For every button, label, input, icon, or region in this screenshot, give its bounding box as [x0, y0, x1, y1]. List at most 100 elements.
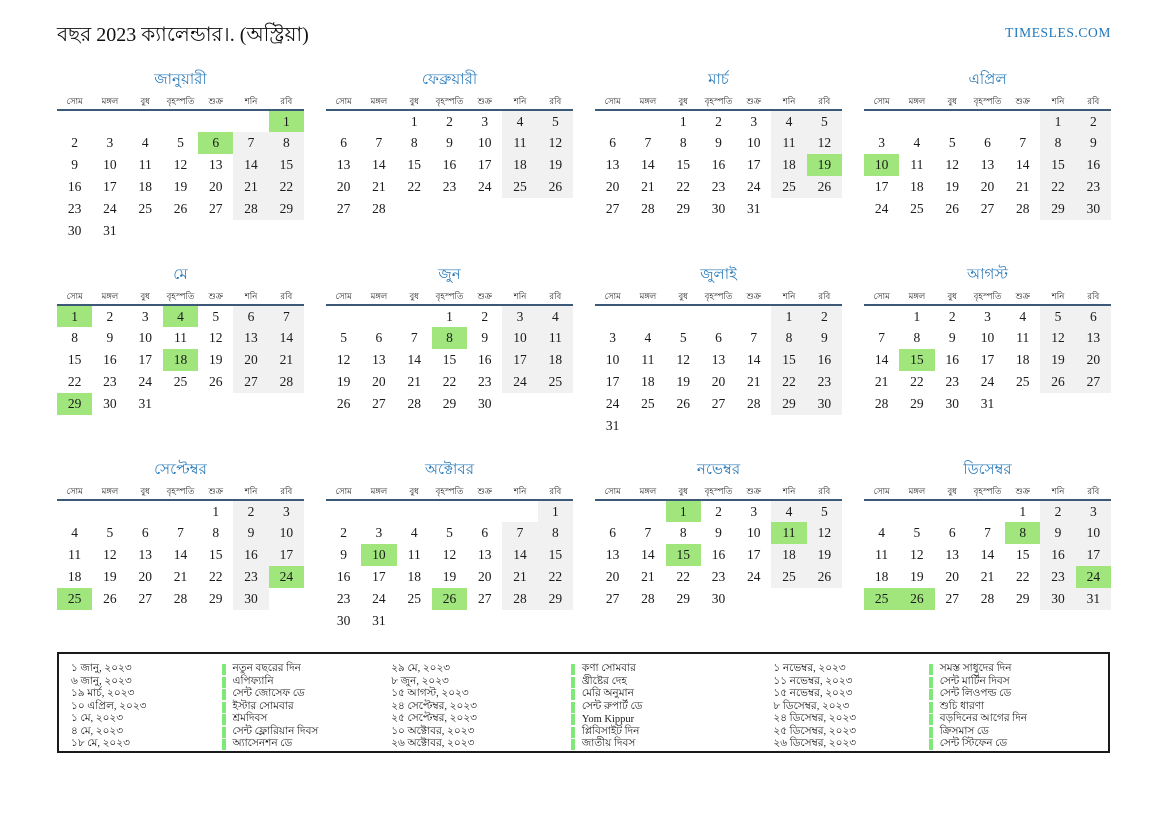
holiday-day-cell: 11 — [771, 522, 807, 544]
empty-day-cell — [92, 110, 127, 132]
legend-item: ১ মে, ২০২৩ শ্রমদিবস — [71, 711, 391, 725]
weekday-header: বৃহস্পতি — [431, 484, 468, 501]
day-cell: 30 — [336, 613, 351, 628]
weekend-day-cell: 29 — [268, 198, 304, 220]
holiday-day-cell: 10 — [864, 154, 900, 176]
legend-item: ১৫ আগস্ট, ২০২৩ মেরি অনুমান — [391, 686, 773, 700]
day-cell: 30 — [945, 396, 959, 411]
weekend-day-cell: 2 — [806, 305, 842, 327]
day-cell: 18 — [67, 569, 82, 584]
day-cell: 20 — [138, 569, 152, 584]
holiday-day-cell: 24 — [1075, 566, 1111, 588]
day-cell: 6 — [715, 330, 722, 345]
legend-date: ১৫ নভেম্বর, ২০২৩ — [773, 688, 853, 699]
weekday-header: বুধ — [127, 289, 163, 306]
legend-item: ২৪ সেপ্টেম্বর, ২০২৩ সেন্ট রুপার্ট ডে — [391, 699, 773, 713]
day-cell: 29 — [676, 591, 690, 606]
legend-holiday-name: কণা সোমবার — [570, 661, 774, 678]
legend-holiday-name: সেন্ট জোসেফ ডে — [221, 686, 392, 703]
weekend-day-cell: 3 — [502, 305, 538, 327]
empty-day-cell — [807, 415, 842, 437]
day-cell: 8 — [71, 330, 79, 345]
legend-date: ৮ জুন, ২০২৩ — [391, 675, 449, 687]
holiday-day-cell: 15 — [899, 349, 935, 371]
day-cell: 21 — [372, 179, 386, 194]
holiday-day-cell: 1 — [665, 500, 701, 522]
empty-day-cell — [432, 500, 467, 522]
weekday-header: বৃহস্পতি — [162, 289, 199, 306]
day-cell: 1 — [679, 113, 687, 129]
legend-item: ১ নভেম্বর, ২০২৩ সমস্ত সাধুদের দিন — [773, 661, 1104, 675]
day-cell: 7 — [878, 330, 886, 345]
day-cell: 19 — [336, 374, 351, 389]
day-cell: 11 — [641, 352, 655, 367]
empty-day-cell — [397, 610, 432, 632]
day-cell: 22 — [910, 374, 924, 389]
day-cell: 5 — [948, 135, 956, 150]
day-cell: 7 — [410, 330, 418, 345]
day-cell: 20 — [980, 179, 995, 194]
empty-day-cell — [92, 500, 127, 522]
weekday-header: শুক্র — [198, 484, 234, 501]
month-title: জুন — [438, 267, 461, 283]
day-cell: 16 — [103, 352, 117, 367]
empty-day-cell — [864, 110, 899, 132]
empty-day-cell — [326, 110, 361, 132]
weekday-header: মঙ্গল — [630, 289, 666, 306]
weekday-header: বুধ — [396, 484, 432, 501]
empty-day-cell — [432, 610, 467, 632]
day-cell: 23 — [442, 179, 457, 194]
day-cell: 23 — [336, 591, 351, 606]
day-cell: 24 — [478, 179, 492, 194]
day-cell: 14 — [1016, 157, 1030, 172]
holiday-marker-bar-icon — [221, 739, 226, 750]
day-cell: 4 — [913, 135, 921, 150]
weekend-day-cell: 25 — [771, 176, 807, 198]
empty-day-cell — [163, 500, 198, 522]
day-cell: 5 — [340, 330, 348, 345]
weekend-day-cell: 15 — [268, 154, 304, 176]
legend-item: ২৬ অক্টোবর, ২০২৩ জাতীয় দিবস — [391, 736, 773, 750]
legend-date: ৬ জানু, ২০২৩ — [71, 675, 132, 687]
day-cell: 20 — [605, 569, 620, 584]
weekday-header: রবি — [806, 484, 842, 501]
legend-date: ১৯ মার্চ, ২০২৩ — [71, 688, 135, 699]
weekend-day-cell: 18 — [537, 349, 573, 371]
day-cell: 2 — [71, 135, 79, 150]
holiday-marker-bar-icon — [221, 664, 226, 675]
day-cell: 27 — [478, 591, 492, 606]
weekend-day-cell: 12 — [537, 132, 573, 154]
day-cell: 7 — [177, 525, 184, 540]
weekday-header: রবি — [1075, 484, 1111, 501]
day-cell: 28 — [641, 591, 655, 606]
empty-day-cell — [57, 500, 92, 522]
day-cell: 4 — [410, 525, 418, 540]
holiday-marker-bar-icon — [570, 664, 575, 675]
day-cell: 6 — [481, 525, 489, 540]
weekend-day-cell: 18 — [771, 154, 807, 176]
weekend-day-cell: 30 — [1040, 588, 1076, 610]
day-cell: 29 — [1016, 591, 1030, 606]
day-cell: 20 — [945, 569, 959, 584]
weekend-day-cell: 19 — [1040, 349, 1076, 371]
day-cell: 27 — [336, 201, 351, 216]
day-cell: 11 — [68, 547, 82, 562]
day-cell: 17 — [747, 157, 761, 172]
holiday-day-cell: 18 — [162, 349, 199, 371]
weekend-day-cell: 13 — [233, 327, 269, 349]
legend-item: ৪ মে, ২০২৩ সেন্ট ফ্লোরিয়ান দিবস — [71, 724, 391, 738]
weekend-day-cell: 2 — [233, 500, 269, 522]
day-cell: 7 — [644, 135, 652, 150]
month-calendar: সোম মঙ্গল বুধ বৃহস্পতি শুক্র শনি রবি 1 2 3 4 5 6 7 8 9 1… — [57, 484, 304, 610]
day-cell: 12 — [209, 330, 223, 345]
day-cell: 13 — [478, 547, 492, 562]
day-cell: 17 — [874, 179, 889, 194]
month-block-3: মার্চ সোম মঙ্গল বুধ বৃহস্পতি শুক্র শনি রবি 1 2 3 4 5… — [595, 68, 842, 263]
day-cell: 2 — [446, 113, 453, 129]
day-cell: 5 — [106, 525, 114, 540]
brand-link[interactable]: TIMESLES.COM — [1005, 25, 1111, 40]
legend-holiday-name: সেন্ট রুপার্ট ডে — [570, 699, 774, 716]
empty-day-cell — [935, 500, 970, 522]
legend-date: ১০ অক্টোবর, ২০২৩ — [391, 725, 475, 737]
